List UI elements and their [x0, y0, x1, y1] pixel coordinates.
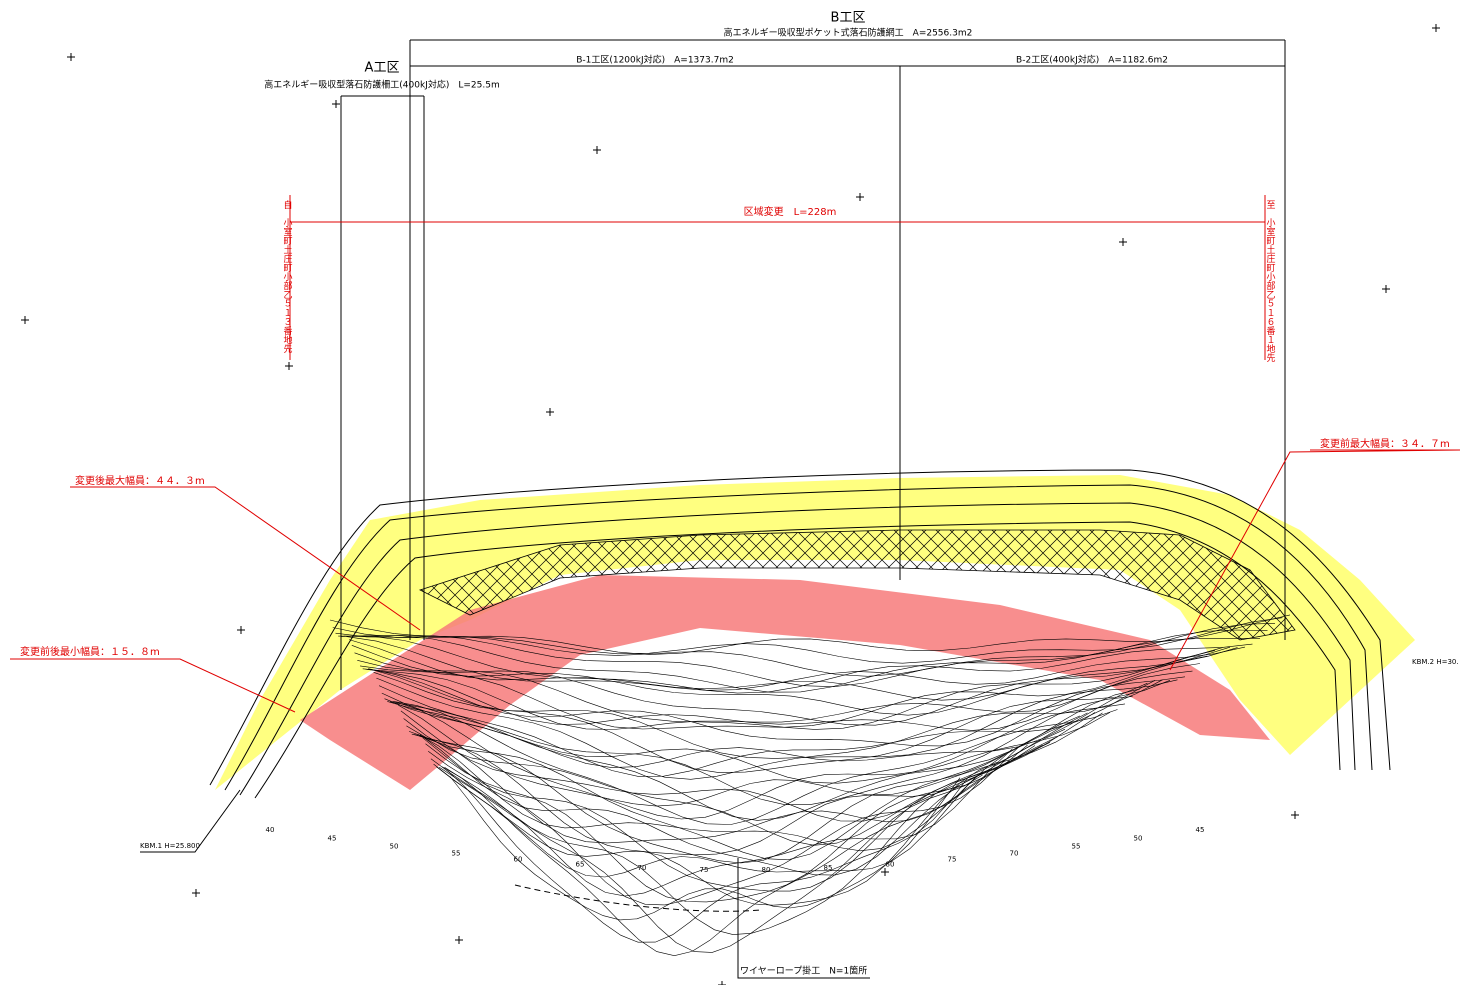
contour-line: [428, 745, 1021, 906]
dashed-path: [514, 884, 761, 912]
lines: [10, 39, 1461, 979]
annotation: ワイヤーロープ掛工 N=1箇所: [740, 965, 867, 977]
zone-title: B工区: [831, 11, 866, 26]
survey-cross: [332, 100, 340, 108]
contour-line: [430, 748, 1013, 897]
leader: [70, 486, 421, 631]
contour-label: 80: [886, 861, 895, 869]
contour-line: [417, 733, 1051, 852]
contour-label: 70: [1010, 850, 1019, 858]
annotation: KBM.2 H=30.: [1412, 658, 1459, 666]
contour-line: [365, 668, 1193, 731]
contour-line: [449, 776, 961, 921]
contour-line: [389, 701, 1126, 821]
zone-title: A工区: [365, 61, 400, 76]
contour-line: [436, 761, 998, 906]
contour-line: [329, 614, 1291, 655]
annotation: KBM.1 H=25.800: [140, 842, 200, 850]
contour-label: 70: [638, 864, 647, 872]
contour-line: [346, 636, 1246, 691]
contour-line: [433, 754, 1006, 878]
contour-line: [376, 677, 1163, 780]
zone-desc: B-1工区(1200kJ対応) A=1373.7m2: [576, 54, 734, 66]
survey-cross: [192, 889, 200, 897]
contour-line: [335, 623, 1276, 677]
contour-label: 50: [390, 842, 399, 850]
to-label: 至 小室町土庄町小部乙５１６番１地先: [1265, 200, 1276, 363]
survey-cross: [1119, 238, 1127, 246]
contour-line: [349, 639, 1238, 701]
contour-line: [408, 721, 1073, 864]
contour-line: [444, 767, 976, 957]
contour-line: [411, 728, 1066, 856]
contour-label: 45: [328, 834, 337, 842]
contour-line: [373, 672, 1171, 773]
contour-line: [378, 680, 1156, 777]
contour-line: [340, 635, 1261, 693]
survey-cross: [1432, 24, 1440, 32]
contour-labels: 40 45 50 55 60 65 70 75 80 85 80 75 70 55 50 45: [266, 826, 1205, 874]
contour-label: 45: [1196, 826, 1205, 834]
contour-line: [395, 701, 1111, 820]
contour-line: [359, 655, 1208, 730]
contour-label: 85: [824, 864, 833, 872]
leader: [737, 858, 870, 979]
from-label: 自 小室町土庄町小部乙５１３番地先: [282, 199, 293, 354]
contour-label: 75: [700, 866, 709, 874]
hatched-zone: [418, 529, 1296, 641]
leader: [140, 789, 241, 853]
contour-line: [332, 617, 1283, 664]
contour-line: [447, 770, 968, 943]
annotation: 変更後最大幅員：４４．３m: [75, 474, 205, 487]
survey-cross: [1382, 285, 1390, 293]
annotation: 変更前後最小幅員：１５．８m: [20, 645, 160, 658]
contour-line: [406, 715, 1081, 861]
contour-line: [419, 734, 1043, 876]
road: [209, 469, 1391, 799]
zone-desc: 高エネルギー吸収型ポケット式落石防護網工 A=2556.3m2: [724, 27, 973, 39]
contour-line: [368, 668, 1186, 747]
zone-desc: B-2工区(400kJ対応) A=1182.6m2: [1016, 54, 1168, 66]
annotation: 変更前最大幅員：３４．７m: [1320, 437, 1450, 450]
contour-label: 55: [452, 850, 461, 858]
contour-line: [354, 647, 1223, 726]
contour-line: [351, 645, 1231, 716]
contour-line: [441, 766, 983, 953]
contour-line: [422, 737, 1036, 892]
survey-cross: [455, 936, 463, 944]
contour-line: [362, 663, 1201, 730]
areas: [215, 475, 1415, 790]
survey-cross: [856, 193, 864, 201]
survey-cross: [285, 362, 293, 370]
leader: [1169, 449, 1461, 671]
survey-cross: [67, 53, 75, 61]
contour-label: 60: [514, 856, 523, 864]
contour-label: 80: [762, 866, 771, 874]
contour-line: [398, 704, 1103, 807]
zone-desc: 高エネルギー吸収型落石防護柵工(400kJ対応) L=25.5m: [264, 79, 499, 91]
survey-cross: [593, 146, 601, 154]
crosses: [21, 24, 1440, 985]
contour-label: 65: [576, 861, 585, 869]
survey-cross: [21, 316, 29, 324]
survey-cross: [546, 408, 554, 416]
leader: [10, 658, 296, 713]
survey-cross: [718, 981, 726, 985]
contour-label: 50: [1134, 834, 1143, 842]
contour-line: [387, 696, 1133, 805]
contour-line: [392, 701, 1118, 825]
survey-cross: [237, 626, 245, 634]
survey-cross: [881, 868, 889, 876]
contour-line: [438, 766, 991, 935]
contour-label: 55: [1072, 842, 1081, 850]
contours: [329, 614, 1291, 957]
contour-label: 75: [948, 856, 957, 864]
change-label: 区域変更 L=228m: [744, 205, 837, 218]
survey-cross: [1291, 811, 1299, 819]
contour-line: [343, 635, 1253, 694]
red-zone: [300, 575, 1270, 790]
contour-line: [425, 743, 1028, 903]
contour-label: 40: [266, 826, 275, 834]
